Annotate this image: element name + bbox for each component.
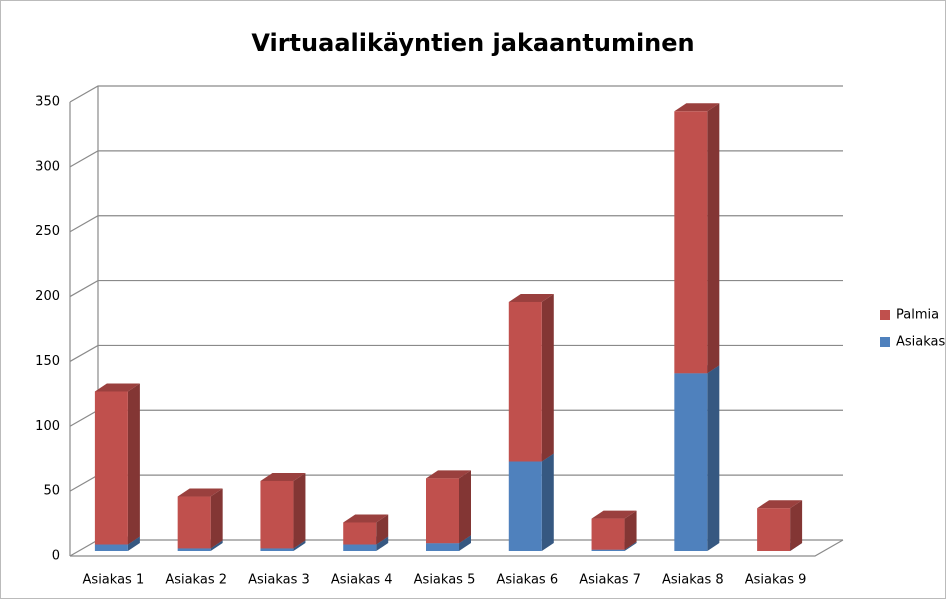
y-tick-label: 150 bbox=[35, 354, 60, 369]
bar bbox=[508, 301, 542, 462]
legend-swatch bbox=[880, 310, 890, 320]
bar-side bbox=[376, 514, 389, 545]
legend-label: Asiakas bbox=[896, 335, 946, 350]
bar bbox=[674, 373, 708, 551]
bar bbox=[426, 543, 459, 551]
x-tick-label: Asiakas 9 bbox=[745, 573, 807, 588]
bar-side bbox=[541, 293, 554, 462]
x-tick-label: Asiakas 3 bbox=[248, 573, 310, 588]
y-tick-label: 0 bbox=[52, 549, 60, 564]
y-tick-label: 350 bbox=[35, 95, 60, 110]
bar bbox=[591, 549, 625, 551]
bar-top bbox=[260, 472, 306, 481]
bar-top bbox=[674, 103, 720, 112]
bar-side bbox=[293, 472, 306, 549]
bar-side bbox=[790, 500, 803, 551]
bar-side bbox=[210, 488, 223, 549]
bar-top bbox=[757, 500, 803, 509]
bar-top bbox=[426, 470, 471, 479]
bar-side bbox=[624, 541, 637, 551]
bar-side bbox=[459, 470, 471, 544]
floor-edge bbox=[70, 539, 844, 557]
bar-side bbox=[707, 103, 720, 374]
bar-side bbox=[541, 453, 554, 551]
x-tick-label: Asiakas 1 bbox=[83, 573, 145, 588]
legend-label: Palmia bbox=[896, 308, 939, 323]
y-tick-label: 200 bbox=[35, 289, 60, 304]
x-tick-label: Asiakas 6 bbox=[496, 573, 558, 588]
bar bbox=[260, 548, 294, 551]
bar-top bbox=[177, 488, 223, 497]
bar-top bbox=[508, 293, 554, 302]
bar-side bbox=[127, 383, 140, 545]
bar bbox=[674, 111, 708, 374]
grid-line bbox=[69, 344, 843, 362]
bar-side bbox=[459, 535, 471, 551]
y-tick-label: 250 bbox=[35, 224, 60, 239]
bar bbox=[343, 522, 377, 545]
y-tick-label: 300 bbox=[35, 159, 60, 174]
bar bbox=[591, 518, 625, 550]
bar-side bbox=[210, 540, 223, 551]
bar bbox=[177, 496, 211, 549]
x-tick-label: Asiakas 2 bbox=[165, 573, 227, 588]
bar bbox=[94, 544, 128, 551]
chart-title: Virtuaalikäyntien jakaantuminen bbox=[251, 29, 694, 57]
bar-side bbox=[127, 536, 140, 551]
x-tick-label: Asiakas 4 bbox=[331, 573, 393, 588]
bar-side bbox=[707, 365, 720, 551]
bar bbox=[260, 480, 294, 549]
bar bbox=[757, 508, 791, 551]
y-tick-label: 50 bbox=[43, 484, 60, 499]
bar-top bbox=[343, 514, 389, 523]
bar-side bbox=[624, 510, 637, 550]
grid-line bbox=[69, 150, 843, 168]
y-tick-label: 100 bbox=[35, 419, 60, 434]
grid-line bbox=[69, 279, 843, 298]
bar-side bbox=[376, 536, 389, 551]
bar bbox=[94, 391, 128, 545]
bar bbox=[508, 461, 542, 551]
legend-swatch bbox=[880, 337, 890, 347]
bar bbox=[426, 478, 459, 544]
grid-line bbox=[69, 85, 843, 103]
bar-side bbox=[293, 540, 306, 551]
bar bbox=[343, 544, 377, 551]
x-tick-label: Asiakas 8 bbox=[662, 573, 724, 588]
bar-top bbox=[94, 383, 140, 392]
bar-top bbox=[591, 510, 637, 519]
bar bbox=[177, 548, 211, 551]
x-tick-label: Asiakas 7 bbox=[579, 573, 641, 588]
grid-line bbox=[69, 215, 843, 233]
x-tick-label: Asiakas 5 bbox=[414, 573, 476, 588]
